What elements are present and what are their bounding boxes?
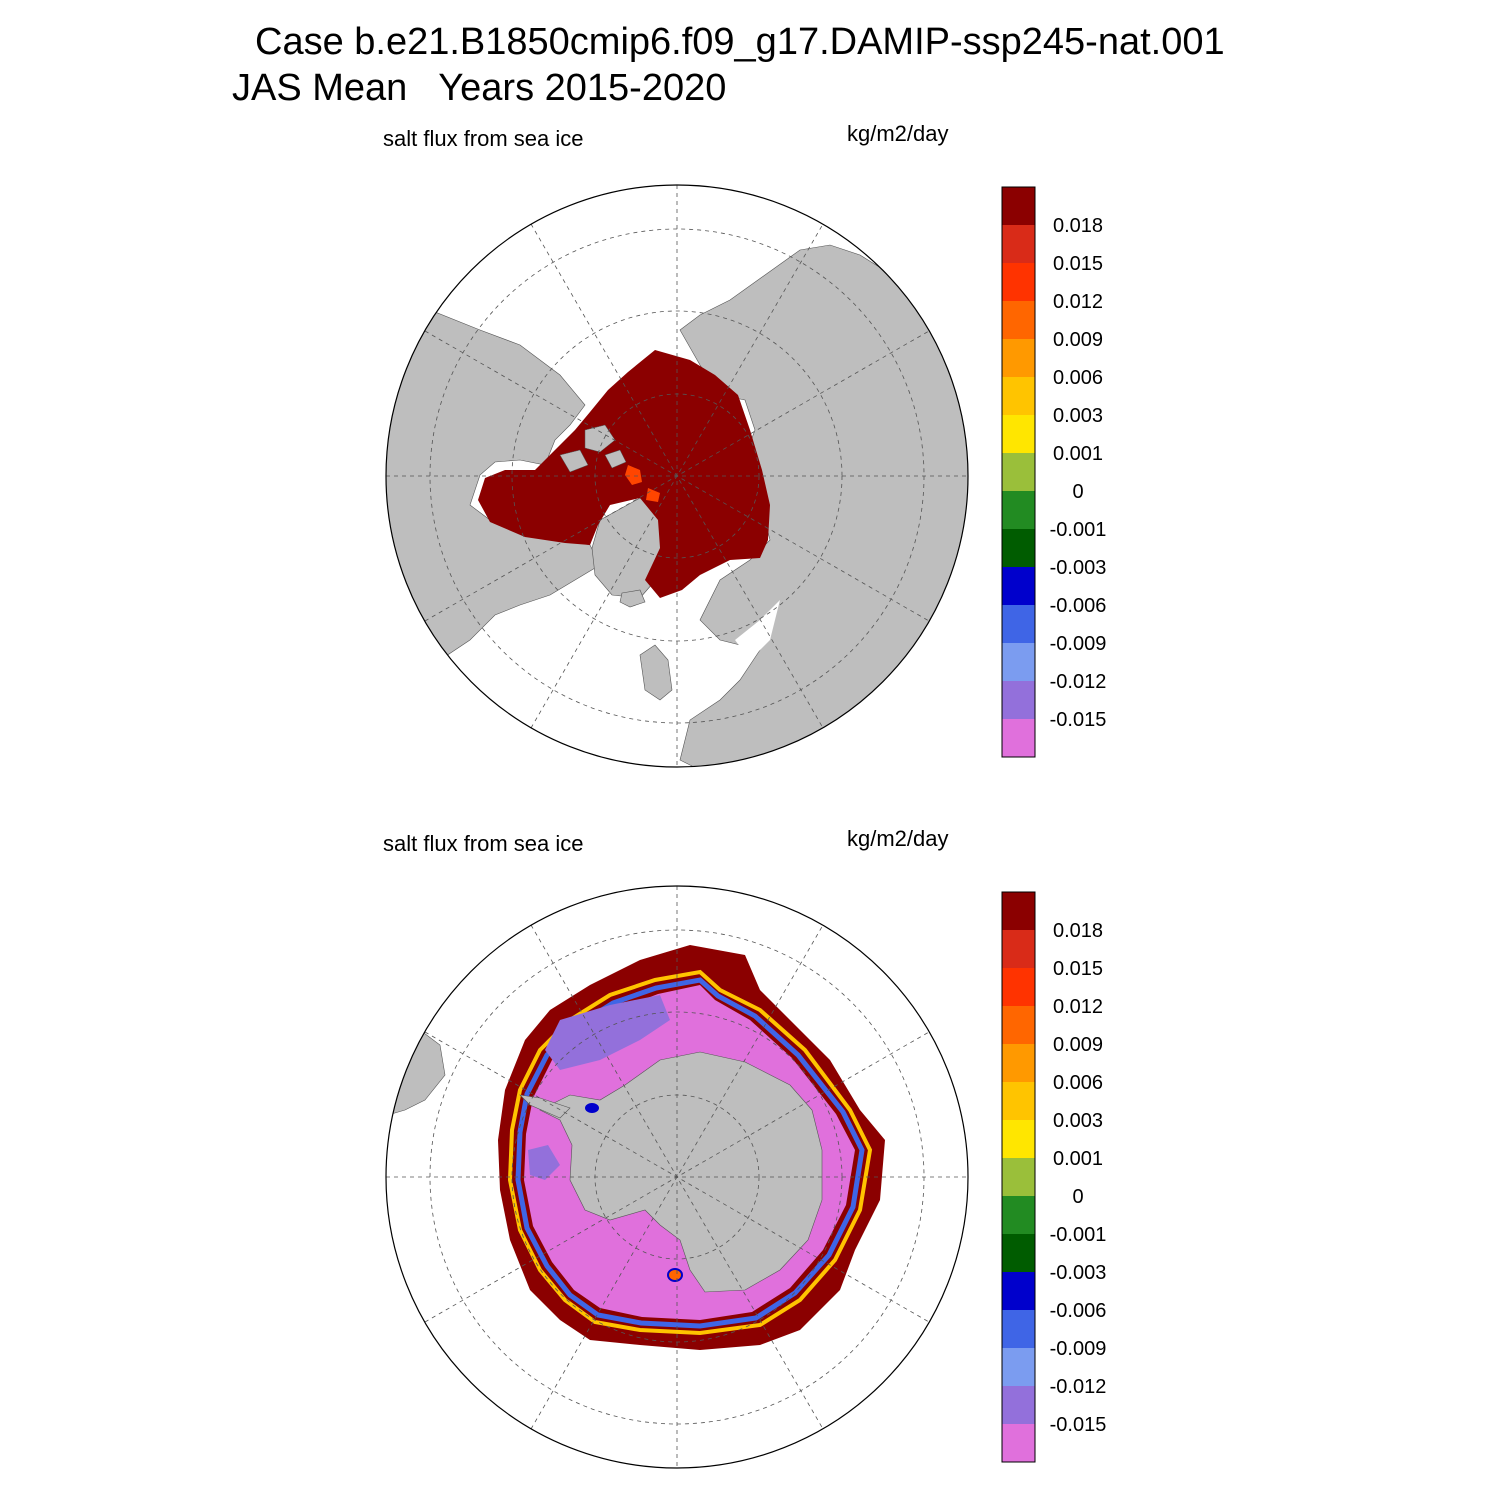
south-colorbar-tick-label: -0.012 [1050, 1376, 1107, 1398]
north-colorbar-tick-label: 0.018 [1053, 215, 1103, 237]
north-colorbar-tick-label: 0.009 [1053, 329, 1103, 351]
south-colorbar-swatch [1002, 1196, 1035, 1234]
south-colorbar-tick-label: 0.018 [1053, 920, 1103, 942]
north-colorbar-tick-label: 0 [1072, 481, 1083, 503]
north-colorbar-swatch [1002, 719, 1035, 757]
antarctica-landmass [539, 1051, 823, 1293]
south-colorbar-swatch [1002, 968, 1035, 1006]
south-colorbar-tick-label: -0.006 [1050, 1300, 1107, 1322]
north-graticule [386, 185, 968, 767]
south-colorbar-swatch [1002, 1348, 1035, 1386]
south-colorbar-frame [1001, 891, 1036, 1463]
north-colorbar-swatch [1002, 605, 1035, 643]
arctic-sea-ice-flux [478, 350, 770, 598]
south-colorbar-tick-label: -0.009 [1050, 1338, 1107, 1360]
south-colorbar-tick-label: 0.009 [1053, 1034, 1103, 1056]
south-colorbar-swatch [1002, 1082, 1035, 1120]
south-graticule [386, 886, 968, 1468]
south-colorbar-swatch [1002, 1234, 1035, 1272]
north-panel-variable-label: salt flux from sea ice [383, 126, 584, 151]
north-colorbar-swatch [1002, 263, 1035, 301]
south-panel-units-label: kg/m2/day [847, 826, 949, 851]
north-colorbar-swatch [1002, 339, 1035, 377]
north-colorbar-tick-label: -0.015 [1050, 709, 1107, 731]
south-colorbar-swatch [1002, 1006, 1035, 1044]
north-colorbar-tick-label: 0.006 [1053, 367, 1103, 389]
north-colorbar-swatch [1002, 225, 1035, 263]
south-panel-variable-label: salt flux from sea ice [383, 831, 584, 856]
south-colorbar-tick-label: -0.003 [1050, 1262, 1107, 1284]
north-colorbar-tick-label: -0.003 [1050, 557, 1107, 579]
north-colorbar-swatch [1002, 643, 1035, 681]
figure-title-case: Case b.e21.B1850cmip6.f09_g17.DAMIP-ssp2… [255, 21, 1225, 63]
north-polar-map [385, 184, 969, 768]
south-colorbar-swatch [1002, 930, 1035, 968]
north-colorbar-tick-label: 0.015 [1053, 253, 1103, 275]
north-colorbar-swatch [1002, 187, 1035, 225]
south-colorbar-swatch [1002, 1424, 1035, 1462]
antarctic-ice-edge-band [507, 969, 873, 1336]
south-colorbar-tick-label: -0.001 [1050, 1224, 1107, 1246]
figure-title-period: JAS Mean Years 2015-2020 [232, 67, 727, 109]
south-colorbar-swatch [1002, 1044, 1035, 1082]
north-colorbar-swatch [1002, 453, 1035, 491]
south-colorbar-swatch [1002, 892, 1035, 930]
south-colorbar-tick-label: 0.001 [1053, 1148, 1103, 1170]
south-polar-map [385, 885, 969, 1469]
south-colorbar-swatch [1002, 1272, 1035, 1310]
north-colorbar-swatch [1002, 377, 1035, 415]
north-colorbar-swatch [1002, 415, 1035, 453]
iceland-landmass [619, 589, 646, 608]
south-colorbar-swatch [1002, 1386, 1035, 1424]
british-isles-landmass [639, 644, 673, 701]
north-colorbar-frame [1001, 186, 1036, 758]
north-colorbar-tick-label: -0.006 [1050, 595, 1107, 617]
north-colorbar-tick-label: 0.012 [1053, 291, 1103, 313]
north-colorbar-swatch [1002, 681, 1035, 719]
north-colorbar-tick-label: -0.012 [1050, 671, 1107, 693]
south-colorbar-swatch [1002, 1120, 1035, 1158]
north-colorbar-swatch [1002, 301, 1035, 339]
south-colorbar-tick-label: 0.012 [1053, 996, 1103, 1018]
south-colorbar-tick-label: 0 [1072, 1186, 1083, 1208]
arctic-high-flux-patch [625, 465, 642, 485]
south-colorbar-swatch [1002, 1310, 1035, 1348]
south-colorbar-tick-label: 0.006 [1053, 1072, 1103, 1094]
north-colorbar-swatch [1002, 529, 1035, 567]
north-colorbar-tick-label: -0.009 [1050, 633, 1107, 655]
north-colorbar-tick-label: 0.001 [1053, 443, 1103, 465]
north-colorbar-tick-label: -0.001 [1050, 519, 1107, 541]
north-colorbar-swatch [1002, 567, 1035, 605]
north-colorbar-tick-label: 0.003 [1053, 405, 1103, 427]
south-colorbar-swatch [1002, 1158, 1035, 1196]
north-colorbar-swatch [1002, 491, 1035, 529]
south-colorbar-tick-label: -0.015 [1050, 1414, 1107, 1436]
south-colorbar-tick-label: 0.015 [1053, 958, 1103, 980]
north-colorbar: 0.018 0.015 0.012 0.009 0.006 0.003 0.001 0 -0.0… [1001, 186, 1107, 758]
south-colorbar-tick-label: 0.003 [1053, 1110, 1103, 1132]
north-panel-units-label: kg/m2/day [847, 121, 949, 146]
south-colorbar: 0.018 0.015 0.012 0.009 0.006 0.003 0.001 0 -0.0… [1001, 891, 1107, 1463]
